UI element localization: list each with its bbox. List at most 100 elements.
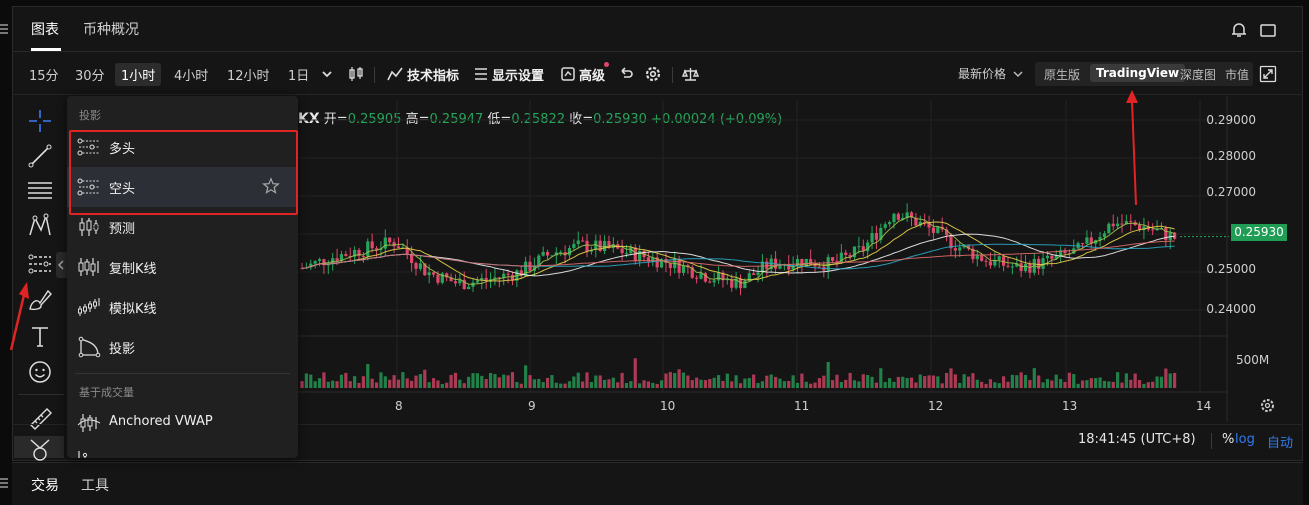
tab-chart[interactable]: 图表: [31, 22, 59, 38]
active-tab-indicator: [31, 48, 61, 51]
star-icon[interactable]: [262, 177, 280, 195]
forecast-icon: [79, 218, 99, 236]
price-tick: 0.29000: [1206, 113, 1256, 127]
gear-icon[interactable]: [644, 65, 662, 83]
open-value: 0.25905: [347, 112, 402, 127]
candle-type-icon[interactable]: [348, 66, 364, 82]
menu-item-anchored-vwap[interactable]: Anchored VWAP: [67, 403, 298, 443]
high-label: 高=: [405, 112, 430, 127]
alert-bell-icon[interactable]: [1230, 21, 1248, 39]
anchored-vwap-icon: [77, 414, 101, 432]
percent-scale-toggle[interactable]: %: [1222, 432, 1235, 447]
close-value: 0.25930: [593, 112, 647, 127]
fib-lines-icon[interactable]: [26, 177, 54, 205]
symbol-tail: KX: [298, 111, 320, 127]
view-market-cap[interactable]: 市值: [1225, 68, 1250, 82]
price-tick: 0.28000: [1206, 149, 1256, 163]
emoji-icon[interactable]: [26, 358, 54, 386]
interval-15m[interactable]: 15分: [29, 69, 59, 84]
projection-icon: [78, 336, 101, 358]
projection-tools-menu: 投影 多头 空头 预测 复制K线 模拟K线 投影 基于成交量 Anchored …: [67, 96, 298, 458]
chevron-down-icon[interactable]: [1013, 69, 1023, 79]
crosshair-icon[interactable]: [26, 107, 54, 135]
display-settings-button[interactable]: 显示设置: [492, 69, 545, 84]
interval-1h[interactable]: 1小时: [115, 63, 162, 86]
ruler-icon[interactable]: [26, 404, 54, 432]
close-label: 收=: [569, 112, 594, 127]
tab-coin-overview[interactable]: 币种概况: [83, 22, 139, 38]
toolbar-divider: [672, 67, 673, 83]
price-tick: 0.24000: [1206, 302, 1256, 316]
trend-line-icon[interactable]: [26, 142, 54, 170]
menu-item-label: 投影: [109, 342, 136, 357]
indicators-button[interactable]: 技术指标: [407, 69, 460, 84]
advanced-chart-icon[interactable]: [560, 66, 576, 82]
menu-item-bars-pattern[interactable]: 复制K线: [67, 247, 298, 287]
collapse-tool-arrow[interactable]: [56, 252, 67, 278]
menu-item-label: Anchored VWAP: [109, 414, 213, 429]
chart-status-bar: 18:41:45 (UTC+8) % log 自动: [12, 424, 1303, 456]
ohlc-legend: KX 开=0.25905 高=0.25947 低=0.25822 收=0.259…: [298, 108, 782, 127]
interval-30m[interactable]: 30分: [75, 69, 105, 84]
price-mode-select[interactable]: 最新价格: [958, 67, 1007, 81]
projection-tools-icon[interactable]: [26, 250, 54, 278]
x-tick: 12: [928, 399, 944, 413]
x-tick: 9: [528, 399, 536, 413]
text-tool-icon[interactable]: [26, 322, 54, 350]
tab-trade[interactable]: 交易: [31, 478, 59, 494]
tab-tools[interactable]: 工具: [81, 478, 109, 494]
menu-item-label: 空头: [109, 182, 136, 197]
axis-settings-icon[interactable]: [1259, 397, 1276, 414]
menu-item-label: 复制K线: [109, 262, 157, 277]
top-tab-bar: 图表 币种概况: [12, 6, 1303, 52]
view-tradingview[interactable]: TradingView: [1090, 64, 1186, 82]
bars-pattern-icon: [78, 258, 99, 276]
menu-item-projection[interactable]: 投影: [67, 327, 298, 367]
x-tick: 13: [1062, 399, 1078, 413]
menu-next-item-partial: [78, 451, 88, 458]
chevron-down-icon[interactable]: [321, 68, 333, 80]
highlight-box-annotation: [69, 130, 298, 215]
auto-scale-toggle[interactable]: 自动: [1267, 436, 1294, 451]
long-position-icon: [77, 138, 99, 156]
toolbar-divider: [374, 67, 375, 83]
interval-1d[interactable]: 1日: [288, 69, 310, 84]
view-depth[interactable]: 深度图: [1180, 68, 1217, 82]
menu-item-forecast[interactable]: 预测: [67, 207, 298, 247]
menu-item-long-position[interactable]: 多头: [67, 127, 298, 167]
window-icon[interactable]: [1259, 21, 1277, 39]
indicators-icon[interactable]: [387, 66, 403, 82]
ghost-feed-icon: [78, 298, 100, 316]
open-label: 开=: [323, 112, 348, 127]
zoom-in-icon[interactable]: [26, 436, 54, 464]
status-divider: [1211, 433, 1212, 449]
undo-icon[interactable]: [618, 66, 634, 82]
clock-time[interactable]: 18:41:45 (UTC+8): [1078, 432, 1196, 447]
advanced-button[interactable]: 高级: [579, 69, 606, 84]
low-value: 0.25822: [511, 112, 566, 127]
interval-12h[interactable]: 12小时: [227, 69, 270, 84]
fullscreen-icon[interactable]: [1259, 65, 1277, 83]
menu-handle-icon[interactable]: [0, 476, 8, 488]
price-tick: 0.25000: [1206, 262, 1256, 276]
last-price-badge: 0.25930: [1231, 224, 1287, 241]
compare-scale-icon[interactable]: [682, 66, 699, 82]
menu-item-ghost-feed[interactable]: 模拟K线: [67, 287, 298, 327]
log-scale-toggle[interactable]: log: [1235, 432, 1255, 447]
menu-item-label: 多头: [109, 142, 136, 157]
notification-dot: [604, 62, 609, 67]
chart-view-switcher: 原生版 TradingView 深度图 市值: [1035, 62, 1253, 86]
brush-icon[interactable]: [26, 285, 54, 313]
chevron-left-icon: [58, 260, 64, 270]
menu-item-short-position[interactable]: 空头: [67, 167, 298, 207]
pattern-icon[interactable]: [26, 212, 54, 240]
menu-handle-icon[interactable]: [0, 22, 8, 34]
display-settings-icon[interactable]: [474, 67, 488, 81]
short-position-icon: [77, 178, 99, 196]
menu-divider: [75, 373, 290, 374]
view-native[interactable]: 原生版: [1044, 68, 1081, 82]
menu-item-label: 预测: [109, 222, 136, 237]
low-label: 低=: [487, 112, 512, 127]
interval-4h[interactable]: 4小时: [174, 69, 209, 84]
tool-divider: [18, 394, 64, 395]
